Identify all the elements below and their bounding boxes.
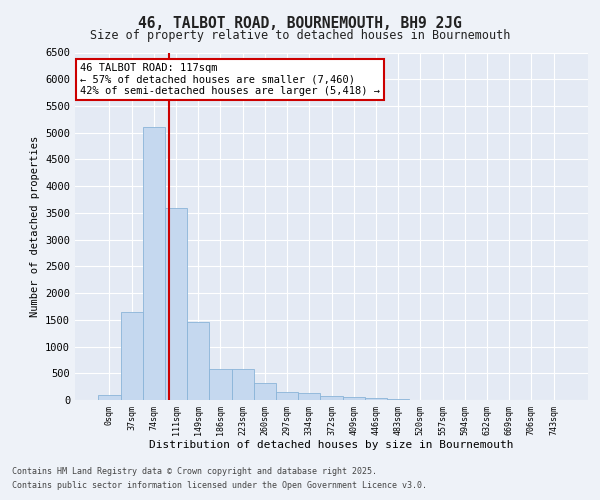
- Y-axis label: Number of detached properties: Number of detached properties: [29, 136, 40, 317]
- Text: 46, TALBOT ROAD, BOURNEMOUTH, BH9 2JG: 46, TALBOT ROAD, BOURNEMOUTH, BH9 2JG: [138, 16, 462, 31]
- Bar: [209, 369, 232, 400]
- Bar: [121, 312, 143, 400]
- Bar: [254, 383, 276, 400]
- Bar: [232, 369, 254, 400]
- Bar: [343, 398, 365, 400]
- Text: Contains public sector information licensed under the Open Government Licence v3: Contains public sector information licen…: [12, 481, 427, 490]
- Bar: [143, 128, 165, 400]
- Text: 46 TALBOT ROAD: 117sqm
← 57% of detached houses are smaller (7,460)
42% of semi-: 46 TALBOT ROAD: 117sqm ← 57% of detached…: [80, 63, 380, 96]
- Text: Contains HM Land Registry data © Crown copyright and database right 2025.: Contains HM Land Registry data © Crown c…: [12, 467, 377, 476]
- Bar: [187, 322, 209, 400]
- Bar: [98, 394, 121, 400]
- Bar: [320, 396, 343, 400]
- X-axis label: Distribution of detached houses by size in Bournemouth: Distribution of detached houses by size …: [149, 440, 514, 450]
- Bar: [298, 393, 320, 400]
- Text: Size of property relative to detached houses in Bournemouth: Size of property relative to detached ho…: [90, 28, 510, 42]
- Bar: [165, 208, 187, 400]
- Bar: [276, 392, 298, 400]
- Bar: [365, 398, 387, 400]
